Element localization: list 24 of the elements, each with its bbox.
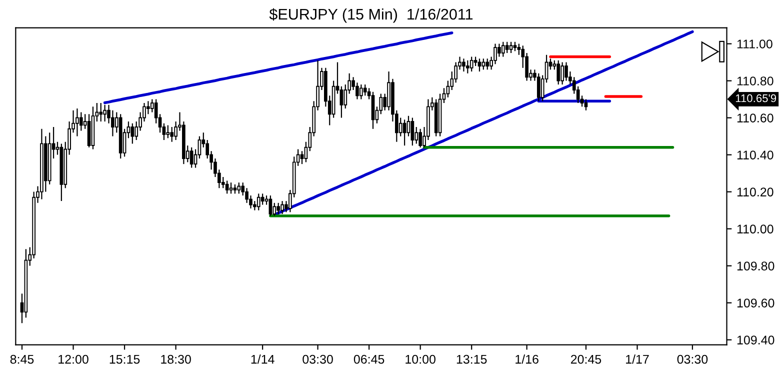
x-tick-label: 1/14: [251, 354, 274, 364]
y-tick-label: 109.80: [737, 262, 774, 270]
x-tick-label: 15:15: [110, 355, 140, 364]
y-tick-label: 109.40: [737, 336, 774, 344]
x-tick-label: 12:00: [58, 354, 88, 364]
chart-title: $EURJPY (15 Min) 1/16/2011: [269, 8, 473, 23]
x-tick-label: 03:30: [677, 354, 708, 364]
y-tick-label: 110.00: [737, 224, 774, 234]
y-tick-label: 110.40: [737, 150, 774, 160]
x-tick-label: 13:15: [456, 354, 487, 364]
x-tick-label: 18:30: [161, 354, 191, 364]
x-tick-label: 20:45: [570, 354, 602, 364]
x-tick-label: 10:00: [406, 354, 436, 364]
x-tick-label: 1/17: [626, 354, 649, 364]
y-tick-label: 109.60: [737, 298, 774, 308]
text: 110.65'9: [736, 94, 776, 102]
x-tick-label: 03:30: [302, 354, 333, 364]
y-tick-label: 110.80: [737, 76, 774, 86]
x-tick-label: 8:45: [10, 354, 34, 364]
x-tick-label: 06:45: [354, 354, 384, 364]
x-tick-label: 1/16: [516, 354, 538, 364]
y-tick-label: 111.00: [737, 40, 772, 48]
y-tick-label: 110.60: [737, 114, 774, 122]
y-tick-label: 110.20: [737, 188, 774, 196]
